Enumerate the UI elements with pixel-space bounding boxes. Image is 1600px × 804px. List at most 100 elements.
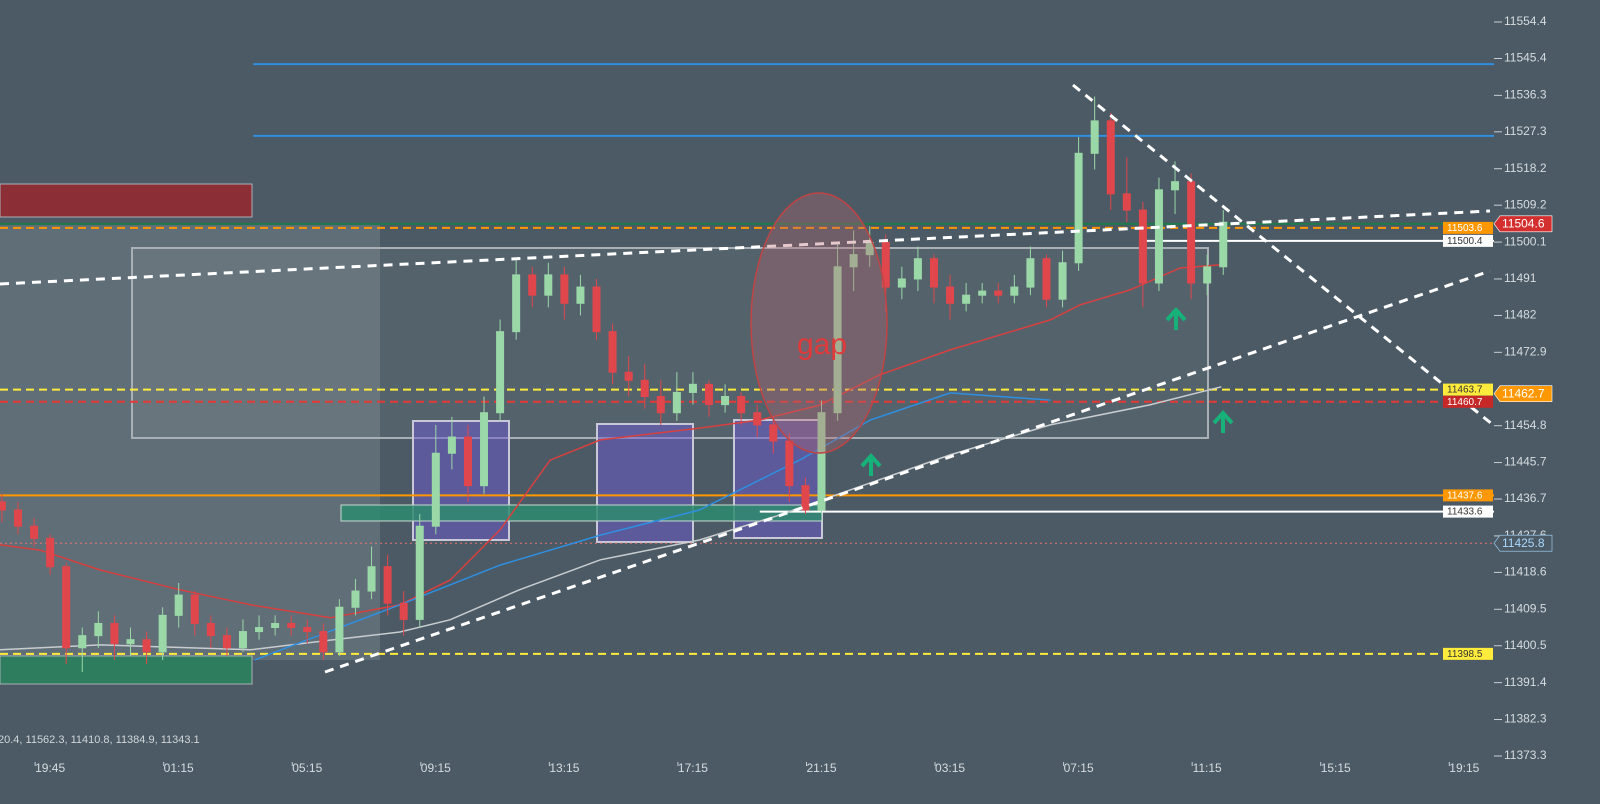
price-badge-label: 11425.8 (1502, 536, 1545, 550)
candle-body (351, 590, 360, 608)
moving-average (0, 386, 1222, 651)
y-tick-label: 11554.4 (1504, 14, 1547, 28)
up-arrow (1212, 410, 1234, 433)
trendline (0, 209, 1491, 286)
drawings-under (0, 183, 1209, 685)
price-badge-label: 11503.6 (1447, 223, 1483, 234)
x-tick-label: 05:15 (292, 761, 322, 775)
x-tick-label: 15:15 (1321, 761, 1351, 775)
price-badge-label: 11462.7 (1502, 386, 1545, 400)
y-tick-label: 11391.4 (1504, 675, 1547, 689)
gap-ellipse (750, 192, 888, 454)
candle-body (833, 266, 842, 414)
price-badge (1493, 385, 1553, 402)
plot (0, 63, 1494, 673)
candle-body (463, 436, 472, 487)
up-arrow (860, 453, 882, 476)
y-tick-label: 11418.6 (1504, 565, 1547, 579)
x-tick-label: 17:15 (678, 761, 708, 775)
trendline (1072, 83, 1493, 426)
candle-body (560, 274, 569, 304)
candle-body (399, 602, 408, 620)
x-tick-label: 19:45 (35, 761, 65, 775)
candle-body (849, 254, 858, 268)
candle-body (897, 278, 906, 288)
candle-body (30, 525, 39, 539)
candle-body (447, 436, 456, 454)
candle-body (608, 331, 617, 373)
candle-body (496, 331, 505, 414)
candle-body (431, 452, 440, 527)
price-badge-label: 11437.6 (1447, 491, 1483, 502)
candle-body (1026, 258, 1035, 288)
x-tick-label: 07:15 (1064, 761, 1094, 775)
candle-body (1171, 181, 1180, 191)
price-badge-label: 11460.7 (1447, 397, 1483, 408)
x-tick-label: 13:15 (549, 761, 579, 775)
candle-body (1090, 120, 1099, 154)
price-badge (1493, 215, 1553, 233)
y-tick-label: 11373.3 (1504, 748, 1547, 762)
candle-body (592, 286, 601, 333)
candle-body (1219, 221, 1228, 268)
candle-body (255, 627, 264, 633)
moving-average (0, 264, 1222, 619)
price-badge (1443, 647, 1493, 660)
candle-body (78, 635, 87, 649)
y-tick-label: 11536.3 (1504, 88, 1547, 102)
candle-body (1042, 258, 1051, 300)
candle-body (640, 379, 649, 397)
candle-body (817, 412, 826, 511)
candle-body (13, 509, 22, 527)
candle-body (576, 286, 585, 304)
purple-box (596, 423, 694, 543)
price-badge (1443, 234, 1493, 247)
candle-body (656, 395, 665, 414)
green-zone (340, 504, 823, 522)
y-tick-label: 11545.4 (1504, 51, 1547, 65)
purple-box (412, 420, 510, 541)
candle-body (1122, 193, 1131, 211)
price-badge-label: 11500.4 (1447, 236, 1483, 247)
candle-body (528, 274, 537, 296)
price-badge (1493, 534, 1553, 552)
price-badge (1443, 395, 1493, 408)
y-tick-label: 11500.1 (1504, 234, 1547, 248)
drawings-over: gap 20.4, 11562.3, 11410.8, 11384.9, 113… (0, 83, 1493, 746)
price-badge (1443, 383, 1493, 396)
candle-body (962, 294, 971, 304)
indicator-values: 20.4, 11562.3, 11410.8, 11384.9, 11343.1 (0, 734, 200, 746)
candle-body (303, 627, 312, 633)
candle-body (512, 274, 521, 333)
price-badge-label: 11463.7 (1447, 385, 1483, 396)
candle-body (801, 485, 810, 511)
candle-body (946, 286, 955, 304)
price-badge-label: 11433.6 (1447, 507, 1483, 518)
candle-body (271, 622, 280, 629)
candle-body (0, 501, 6, 511)
candle-body (238, 631, 247, 649)
candle-body (721, 395, 730, 406)
y-tick-label: 11445.7 (1504, 455, 1547, 469)
candle-body (287, 622, 296, 629)
candle-body (94, 622, 103, 637)
y-tick-label: 11527.3 (1504, 124, 1547, 138)
candle-body (190, 594, 199, 624)
candle-body (913, 258, 922, 280)
price-badge (1443, 505, 1493, 518)
candle-body (415, 525, 424, 620)
candle-body (624, 371, 633, 381)
supply-zone (0, 183, 253, 218)
candle-body (881, 241, 890, 288)
price-badge-label: 11398.5 (1447, 649, 1483, 660)
candle-body (1058, 262, 1067, 300)
y-tick-label: 11400.5 (1504, 638, 1547, 652)
trendline (324, 269, 1491, 674)
candle-body (335, 606, 344, 653)
y-tick-label: 11518.2 (1504, 161, 1547, 175)
candle-body (1074, 152, 1083, 264)
x-tick-label: 09:15 (421, 761, 451, 775)
candle-body (785, 440, 794, 487)
y-tick-label: 11436.7 (1504, 491, 1547, 505)
